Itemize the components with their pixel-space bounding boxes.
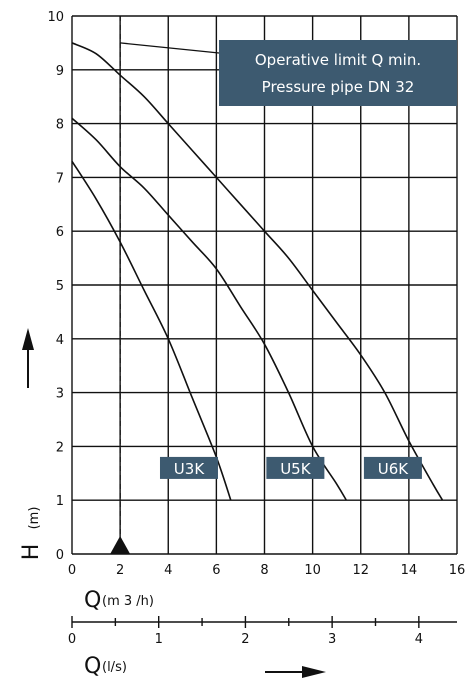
x-tick-label-14: 14 — [401, 563, 418, 578]
note-leader-line — [120, 42, 220, 54]
x2-axis-label: Q — [84, 654, 101, 679]
min-limit-annotation — [110, 16, 220, 554]
x-axis-ticks: 0 2 4 6 8 10 12 14 16 — [68, 563, 465, 578]
y-tick-label-7: 7 — [56, 171, 64, 186]
series-labels: U3K U5K U6K — [159, 456, 422, 479]
series-line-u3k — [71, 160, 232, 501]
operative-limit-note: Operative limit Q min. Pressure pipe DN … — [219, 40, 457, 106]
series-label-bg-u6k — [363, 456, 422, 479]
note-line-1: Operative limit Q min. — [255, 51, 421, 69]
min-limit-marker — [110, 536, 131, 554]
series-label-u5k: U5K — [280, 460, 312, 478]
series-curves — [71, 42, 444, 501]
x2-tick-label-2: 2 — [241, 632, 249, 647]
x2-axis-arrow-head — [302, 666, 326, 678]
series-line-u6k — [71, 42, 444, 501]
y-tick-label-2: 2 — [56, 440, 64, 455]
x-tick-label-12: 12 — [352, 563, 369, 578]
series-label-bg-u3k — [159, 456, 218, 479]
x-tick-label-8: 8 — [260, 563, 268, 578]
note-line-2: Pressure pipe DN 32 — [262, 78, 415, 96]
series-line-u5k — [71, 117, 348, 501]
series-label-bg-u5k — [266, 456, 325, 479]
y-tick-label-0: 0 — [56, 548, 64, 563]
x2-tick-label-3: 3 — [328, 632, 336, 647]
x2-tick-label-1: 1 — [155, 632, 163, 647]
y-tick-label-1: 1 — [56, 494, 64, 509]
y-tick-label-8: 8 — [56, 118, 64, 133]
series-label-u6k: U6K — [378, 460, 410, 478]
y-axis-ticks: 0 1 2 3 4 5 6 7 8 9 10 — [47, 10, 64, 563]
x-tick-label-6: 6 — [212, 563, 220, 578]
y-axis-unit: (m) — [27, 507, 42, 530]
x2-tick-label-0: 0 — [68, 632, 76, 647]
y-tick-label-9: 9 — [56, 64, 64, 79]
note-background — [219, 40, 457, 106]
y-tick-label-5: 5 — [56, 279, 64, 294]
y-axis-title: H (m) — [19, 328, 44, 560]
y-axis-label: H — [19, 544, 44, 561]
y-tick-label-4: 4 — [56, 333, 64, 348]
x-tick-label-2: 2 — [116, 563, 124, 578]
y-tick-label-3: 3 — [56, 387, 64, 402]
x-tick-label-16: 16 — [449, 563, 466, 578]
x2-tick-label-4: 4 — [415, 632, 423, 647]
x-axis-unit: (m 3 /h) — [102, 594, 154, 609]
x2-axis-title: Q (l/s) — [84, 654, 326, 679]
x-axis-label: Q — [84, 588, 101, 613]
x-axis-title: Q (m 3 /h) — [84, 588, 154, 613]
x-tick-label-0: 0 — [68, 563, 76, 578]
x-tick-label-10: 10 — [304, 563, 321, 578]
series-label-u3k: U3K — [174, 460, 206, 478]
y-tick-label-10: 10 — [47, 10, 64, 25]
x2-axis-unit: (l/s) — [102, 660, 127, 675]
x-tick-label-4: 4 — [164, 563, 172, 578]
secondary-x-axis: 0 1 2 3 4 — [68, 616, 457, 647]
y-axis-arrow-head — [22, 328, 34, 350]
y-tick-label-6: 6 — [56, 225, 64, 240]
